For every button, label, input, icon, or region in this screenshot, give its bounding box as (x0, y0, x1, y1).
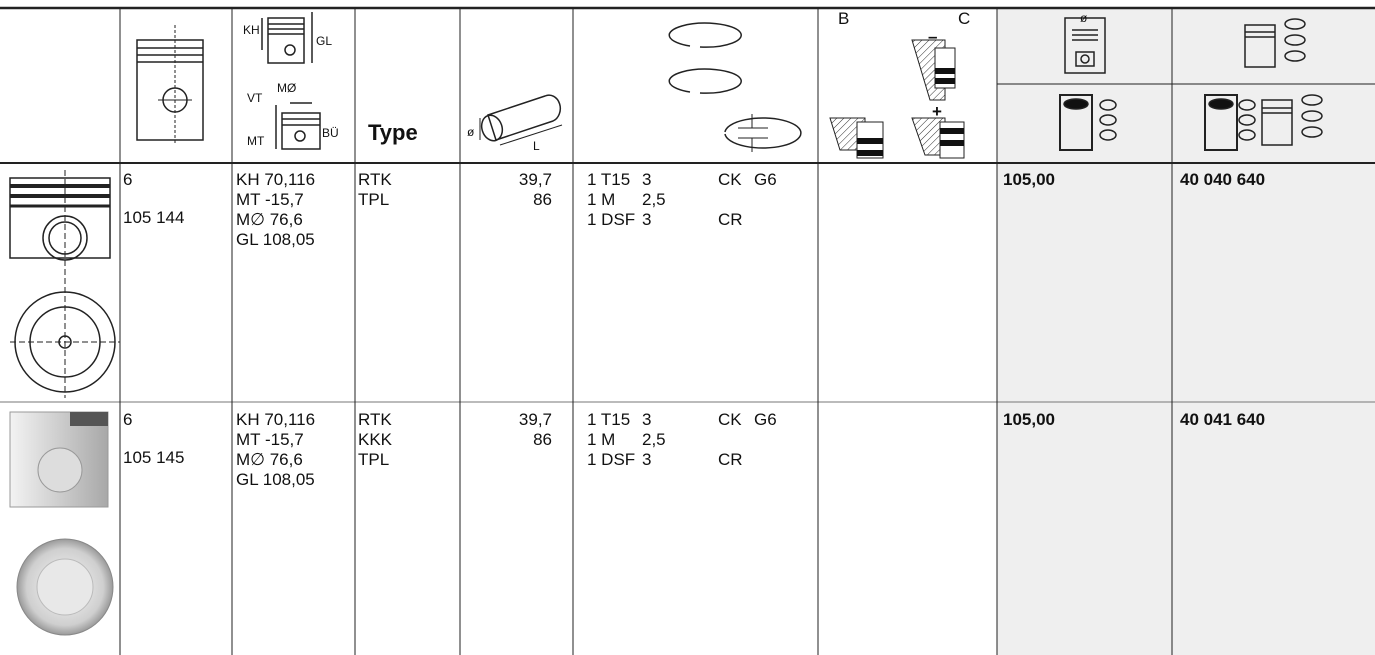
ring-width: 3 (642, 210, 651, 229)
part-code: 105 145 (123, 448, 184, 467)
type: TPL (358, 190, 389, 209)
label-c: C (958, 9, 970, 28)
grid (0, 6, 1375, 655)
part-code: 105 144 (123, 208, 184, 227)
label-gl: GL (316, 34, 332, 48)
ring-grade: G6 (754, 170, 777, 189)
kit-number: 40 040 640 (1180, 170, 1265, 189)
dimension: KH 70,116 (236, 410, 315, 429)
liner-icon (1059, 17, 1323, 151)
dimension: GL 108,05 (236, 230, 315, 249)
ring-width: 3 (642, 170, 651, 189)
label-minus: – (928, 27, 937, 46)
label-kh: KH (243, 23, 260, 37)
label-bu: BÜ (322, 126, 339, 140)
label-m-diameter: MØ (277, 81, 296, 95)
ring-coating: CR (718, 450, 743, 469)
dimension: MT -15,7 (236, 430, 304, 449)
label-b: B (838, 9, 849, 28)
pin-size: 39,7 (519, 170, 552, 189)
price: 105,00 (1003, 410, 1055, 429)
dimension-icon (261, 12, 321, 150)
type: TPL (358, 450, 389, 469)
grey-column (997, 8, 1375, 655)
rings-icon (668, 22, 802, 152)
ring-coating: CK (718, 170, 742, 189)
ring-coating: CR (718, 210, 743, 229)
ring-spec: 1 M (587, 430, 615, 449)
pin-icon (479, 94, 563, 146)
label-plus: + (932, 102, 942, 121)
price: 105,00 (1003, 170, 1055, 189)
label-bore: ø (1080, 11, 1088, 25)
ring-grade: G6 (754, 410, 777, 429)
label-mt: MT (247, 134, 265, 148)
pin-size: 39,7 (519, 410, 552, 429)
dimension: GL 108,05 (236, 470, 315, 489)
ring-width: 2,5 (642, 190, 666, 209)
label-pin-length: L (533, 139, 540, 153)
ring-spec: 1 DSF (587, 450, 635, 469)
pin-size: 86 (533, 190, 552, 209)
type-header: Type (368, 120, 418, 145)
groove-icon (829, 39, 965, 159)
ring-width: 3 (642, 450, 651, 469)
ring-spec: 1 T15 (587, 410, 630, 429)
kit-number: 40 041 640 (1180, 410, 1265, 429)
dimension: MT -15,7 (236, 190, 304, 209)
type: RTK (358, 170, 392, 189)
ring-coating: CK (718, 410, 742, 429)
ring-width: 3 (642, 410, 651, 429)
type: KKK (358, 430, 393, 449)
type: RTK (358, 410, 392, 429)
piston-icon (136, 25, 204, 145)
quantity: 6 (123, 170, 132, 189)
ring-width: 2,5 (642, 430, 666, 449)
ring-spec: 1 M (587, 190, 615, 209)
piston-photo (9, 411, 114, 636)
dimension: M∅ 76,6 (236, 450, 303, 469)
label-vt: VT (247, 91, 263, 105)
dimension: M∅ 76,6 (236, 210, 303, 229)
label-pin-diameter: ø (467, 125, 475, 139)
quantity: 6 (123, 410, 132, 429)
pin-size: 86 (533, 430, 552, 449)
piston-drawing (9, 170, 120, 398)
ring-spec: 1 DSF (587, 210, 635, 229)
ring-spec: 1 T15 (587, 170, 630, 189)
dimension: KH 70,116 (236, 170, 315, 189)
